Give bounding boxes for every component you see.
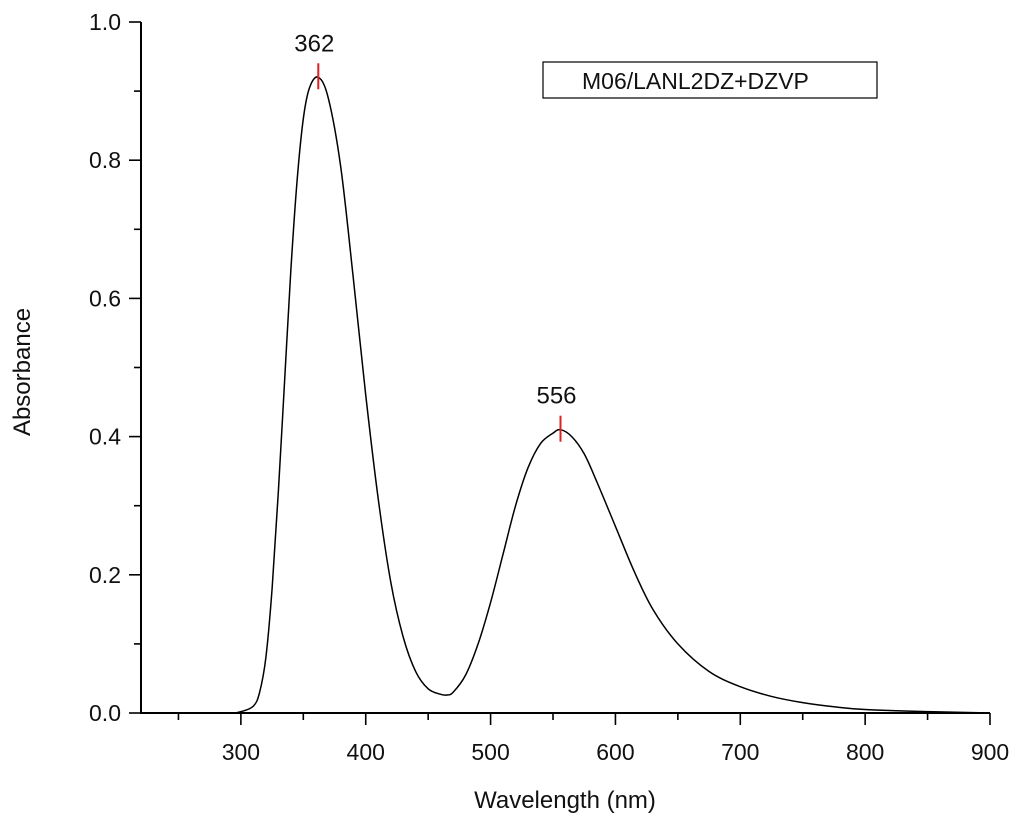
y-tick-label: 0.2	[89, 562, 121, 588]
legend: M06/LANL2DZ+DZVP	[542, 61, 878, 99]
x-axis-title: Wavelength (nm)	[474, 787, 656, 814]
x-tick-label: 900	[971, 739, 1009, 765]
y-ticks: 0.0 0.2 0.4 0.6 0.8 1.0	[89, 9, 141, 726]
peak-annotations: 362 556	[294, 30, 577, 442]
x-tick-label: 500	[471, 739, 509, 765]
y-axis-title: Absorbance	[9, 308, 36, 436]
y-tick-label: 1.0	[89, 9, 121, 35]
x-tick-label: 600	[596, 739, 634, 765]
x-tick-label: 300	[222, 739, 260, 765]
x-ticks: 300 400 500 600 700 800 900	[177, 713, 1009, 765]
peak-label-556: 556	[536, 383, 576, 410]
x-tick-label: 700	[721, 739, 759, 765]
y-tick-label: 0.0	[89, 700, 121, 726]
x-tick-label: 800	[846, 739, 884, 765]
y-tick-label: 0.4	[89, 424, 121, 450]
series-line	[178, 76, 991, 714]
legend-box	[542, 61, 878, 99]
axes	[140, 22, 990, 714]
y-tick-label: 0.8	[89, 147, 121, 173]
y-tick-label: 0.6	[89, 285, 121, 311]
x-tick-label: 400	[347, 739, 385, 765]
peak-label-362: 362	[294, 30, 334, 57]
legend-entry: M06/LANL2DZ+DZVP	[582, 68, 809, 94]
